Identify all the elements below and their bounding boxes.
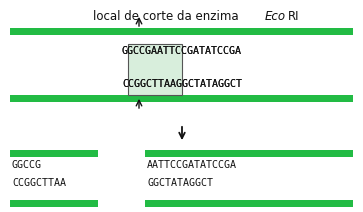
Text: GGCCG: GGCCG [12, 160, 42, 170]
Text: GGCCGAATTCCGATATCCGA: GGCCGAATTCCGATATCCGA [122, 46, 242, 56]
Text: RI: RI [288, 10, 299, 23]
Bar [145, 200, 353, 207]
FancyBboxPatch shape [129, 44, 182, 95]
Text: GGCCGAATTCCGATATCCGA: GGCCGAATTCCGATATCCGA [122, 46, 242, 56]
Text: CCGGCTTAAGGCTATAGGCT: CCGGCTTAAGGCTATAGGCT [122, 79, 242, 89]
Text: AATTCCGATATCCGA: AATTCCGATATCCGA [147, 160, 237, 170]
Text: CCGGCTTAA: CCGGCTTAA [12, 178, 66, 188]
Bar [145, 150, 353, 157]
Bar [10, 95, 353, 102]
Text: CCGGCTTAAGGCTATAGGCT: CCGGCTTAAGGCTATAGGCT [122, 79, 242, 89]
Text: GGCTATAGGCT: GGCTATAGGCT [147, 178, 213, 188]
Text: Eco: Eco [265, 10, 286, 23]
Bar [10, 150, 98, 157]
Bar [10, 28, 353, 35]
Text: local de corte da enzima: local de corte da enzima [93, 10, 242, 23]
Bar [10, 200, 98, 207]
